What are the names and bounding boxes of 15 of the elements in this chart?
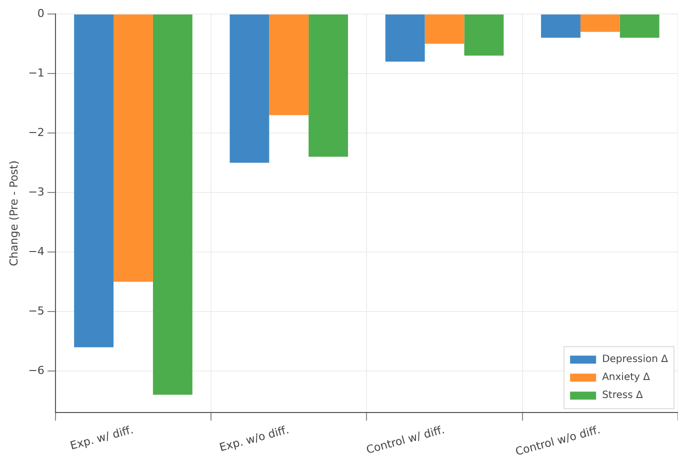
y-tick-label: −2 bbox=[28, 126, 44, 139]
y-tick-label: −3 bbox=[28, 185, 44, 198]
legend-label: Depression Δ bbox=[602, 354, 668, 366]
y-tick-label: −1 bbox=[28, 66, 44, 80]
legend-label: Anxiety Δ bbox=[602, 372, 650, 384]
x-tick-label: Control w/ diff. bbox=[364, 423, 446, 457]
x-tick-label: Exp. w/ diff. bbox=[68, 423, 135, 452]
y-tick-label: −4 bbox=[28, 244, 44, 258]
legend-label: Stress Δ bbox=[602, 390, 643, 402]
y-tick-label: −6 bbox=[28, 364, 44, 377]
y-tick-label: −5 bbox=[28, 304, 44, 318]
x-tick-label: Exp. w/o diff. bbox=[218, 423, 290, 454]
y-axis-title: Change (Pre - Post) bbox=[7, 160, 20, 266]
y-tick-label: 0 bbox=[37, 6, 44, 20]
x-tick-label: Control w/o diff. bbox=[514, 423, 602, 458]
